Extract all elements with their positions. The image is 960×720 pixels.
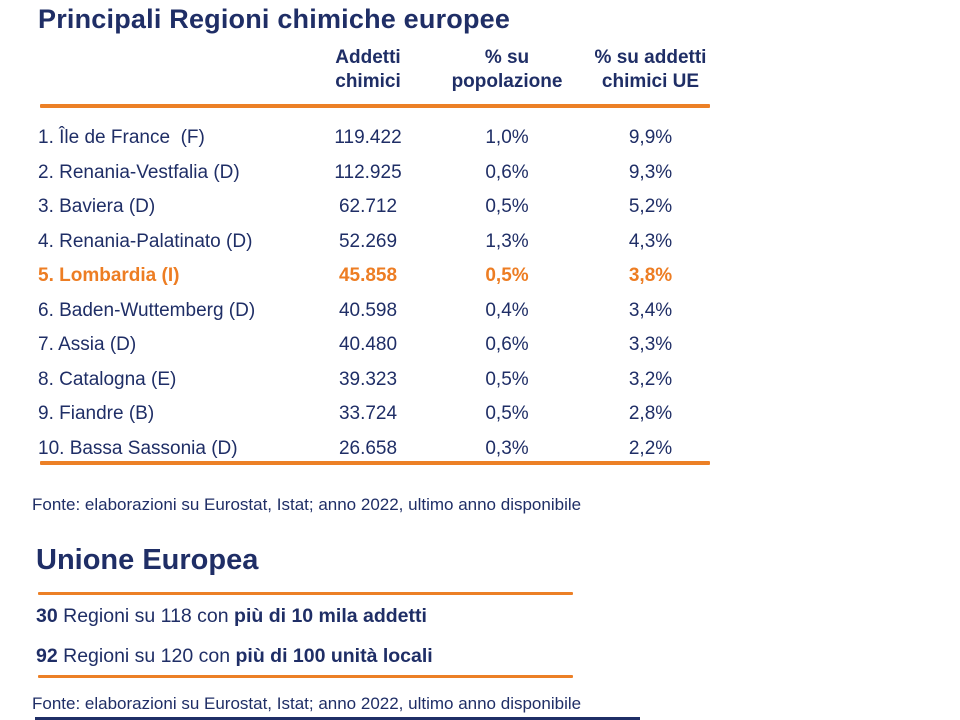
stat-value: 30 [36,605,58,627]
pct-popolazione-cell: 0,6% [485,334,529,356]
pct-popolazione-cell: 1,0% [485,127,529,149]
addetti-cell: 112.925 [334,161,402,183]
stat-bold-text: più di 100 unità locali [235,645,433,667]
table-row: 9. Fiandre (B) 33.724 0,5% 2,8% [38,397,710,432]
table-row: 2. Renania-Vestfalia (D) 112.925 0,6% 9,… [38,156,710,191]
pct-popolazione-cell: 0,4% [485,299,529,321]
table-header-pct-addetti-ue: % su addetti chimici UE [594,47,707,92]
pct-addetti-ue-cell: 3,4% [628,299,673,321]
table-body: 1. Île de France (F) 119.422 1,0% 9,9% 2… [38,121,710,466]
addetti-cell: 52.269 [338,230,398,252]
stat-bold-text: più di 10 mila addetti [234,605,427,627]
table-header-region [38,46,313,94]
table-row: 4. Renania-Palatinato (D) 52.269 1,3% 4,… [38,225,710,260]
table-header-pct-popolazione: % su popolazione [451,47,563,92]
table-row: 1. Île de France (F) 119.422 1,0% 9,9% [38,121,710,156]
addetti-cell: 40.598 [338,299,398,321]
stat-text: Regioni su 118 con [57,605,235,627]
table-row: 3. Baviera (D) 62.712 0,5% 5,2% [38,190,710,225]
pct-popolazione-cell: 0,6% [485,161,529,183]
addetti-cell: 62.712 [338,196,398,218]
region-cell: 3. Baviera (D) [38,196,156,218]
addetti-cell: 33.724 [338,403,398,425]
pct-popolazione-cell: 0,5% [485,403,529,425]
region-cell: 8. Catalogna (E) [38,368,177,390]
pct-addetti-ue-cell: 2,8% [628,403,673,425]
region-cell: 4. Renania-Palatinato (D) [38,230,253,252]
eu-section-title: Unione Europea [36,544,259,576]
table-row: 6. Baden-Wuttemberg (D) 40.598 0,4% 3,4% [38,294,710,329]
table-source-note: Fonte: elaborazioni su Eurostat, Istat; … [32,495,582,514]
pct-addetti-ue-cell: 5,2% [628,196,673,218]
table-header-row: Addetti chimici % su popolazione % su ad… [38,46,710,94]
pct-addetti-ue-cell: 3,3% [628,334,673,356]
stat-value: 92 [36,645,58,667]
table-row: 8. Catalogna (E) 39.323 0,5% 3,2% [38,363,710,398]
table-header-addetti-chimici: Addetti chimici [335,47,401,92]
addetti-cell: 119.422 [334,127,402,149]
pct-popolazione-cell: 0,5% [485,265,529,287]
addetti-cell: 40.480 [338,334,398,356]
addetti-cell: 39.323 [338,368,398,390]
pct-popolazione-cell: 1,3% [485,230,529,252]
region-cell: 6. Baden-Wuttemberg (D) [38,299,256,321]
pct-addetti-ue-cell: 3,8% [628,265,673,287]
pct-addetti-ue-cell: 3,2% [628,368,673,390]
table-bottom-line [40,461,710,465]
addetti-cell: 45.858 [338,265,398,287]
pct-addetti-ue-cell: 9,9% [628,127,673,149]
region-cell: 10. Bassa Sassonia (D) [38,437,238,459]
pct-addetti-ue-cell: 4,3% [628,230,673,252]
pct-addetti-ue-cell: 2,2% [628,437,673,459]
stat-text: Regioni su 120 con [57,645,236,667]
region-cell: 7. Assia (D) [38,334,137,356]
pct-popolazione-cell: 0,3% [485,437,529,459]
table-row: 10. Bassa Sassonia (D) 26.658 0,3% 2,2% [38,432,710,467]
eu-source-note: Fonte: elaborazioni su Eurostat, Istat; … [32,694,582,713]
pct-popolazione-cell: 0,5% [485,196,529,218]
pct-popolazione-cell: 0,5% [485,368,529,390]
eu-stats-bottom-line [38,675,573,678]
region-cell: 5. Lombardia (I) [38,265,180,287]
eu-title-underline [38,592,573,595]
pct-addetti-ue-cell: 9,3% [628,161,673,183]
eu-stat-regions-unita-locali: 92 Regioni su 120 con più di 100 unità l… [36,645,433,668]
eu-stat-regions-addetti: 30 Regioni su 118 con più di 10 mila add… [36,605,427,628]
table-row: 7. Assia (D) 40.480 0,6% 3,3% [38,328,710,363]
slide-footer-line [35,717,640,720]
region-cell: 9. Fiandre (B) [38,403,155,425]
region-cell: 2. Renania-Vestfalia (D) [38,161,240,183]
addetti-cell: 26.658 [338,437,398,459]
header-divider-line [40,104,710,108]
table-row-highlighted-lombardia: 5. Lombardia (I) 45.858 0,5% 3,8% [38,259,710,294]
region-cell: 1. Île de France (F) [38,127,205,149]
page-title: Principali Regioni chimiche europee [38,4,511,34]
